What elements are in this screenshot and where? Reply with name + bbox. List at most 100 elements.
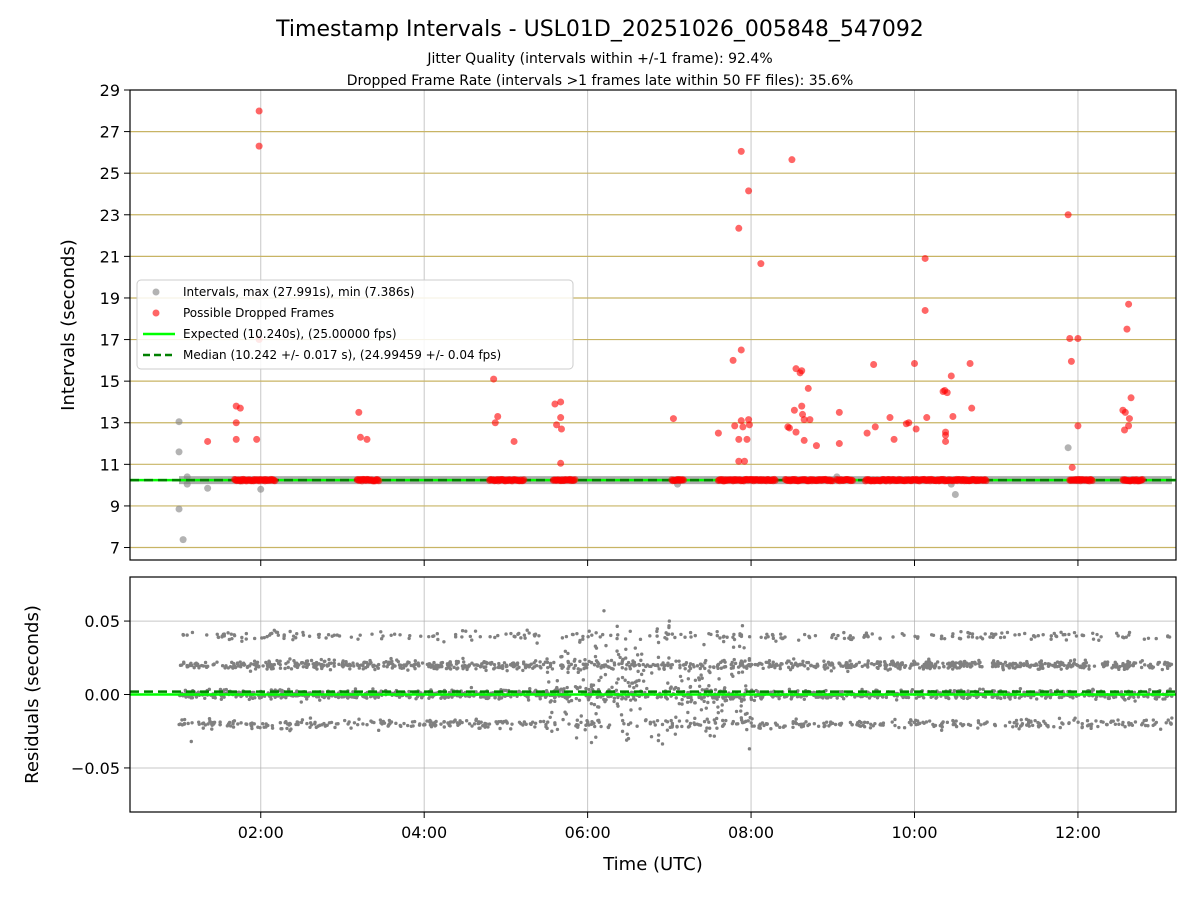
residual-point xyxy=(592,702,597,707)
residual-point xyxy=(1147,664,1151,669)
residual-point xyxy=(939,723,944,727)
residual-point xyxy=(1035,663,1039,667)
residual-point xyxy=(683,667,687,671)
residual-point xyxy=(465,667,469,672)
residual-point xyxy=(1001,664,1005,669)
dropped-frame-point xyxy=(792,428,800,436)
residual-point xyxy=(537,634,541,638)
residual-point xyxy=(952,661,957,666)
residual-point xyxy=(420,695,424,700)
residual-point xyxy=(866,661,870,666)
residual-point xyxy=(407,689,411,694)
residual-point xyxy=(685,719,689,723)
residual-point xyxy=(510,661,514,666)
residual-point xyxy=(850,723,854,727)
dropped-frame-point xyxy=(557,398,565,406)
residual-point xyxy=(291,637,295,642)
residual-point xyxy=(594,735,598,739)
residual-point xyxy=(527,631,531,635)
residual-point xyxy=(1088,722,1093,727)
residual-point xyxy=(572,659,577,663)
residual-point xyxy=(494,720,498,724)
residual-point xyxy=(731,719,735,724)
residual-point xyxy=(935,660,940,664)
intervals-x-ticks xyxy=(260,560,1079,566)
residual-point xyxy=(354,695,359,700)
residual-point xyxy=(743,659,747,663)
dropped-frame-point xyxy=(739,423,747,431)
residual-point xyxy=(616,633,620,637)
residual-point xyxy=(411,724,415,728)
residual-point xyxy=(351,661,355,665)
residual-point xyxy=(407,636,411,641)
residual-point xyxy=(533,721,538,726)
residual-point xyxy=(301,665,306,669)
residual-point xyxy=(786,665,791,670)
dropped-frame-point xyxy=(255,107,263,115)
residual-point xyxy=(538,660,542,664)
residual-point xyxy=(652,720,656,724)
residual-point xyxy=(594,631,598,635)
residual-point xyxy=(703,666,707,671)
residual-point xyxy=(178,722,182,726)
dropped-frame-point xyxy=(1068,463,1076,471)
residual-point xyxy=(365,664,370,668)
residual-point xyxy=(754,688,758,693)
residual-point xyxy=(789,697,793,701)
residual-point xyxy=(663,663,668,667)
dropped-frame-point xyxy=(835,440,843,448)
residual-point xyxy=(483,725,487,729)
residual-point xyxy=(477,726,481,730)
residual-point xyxy=(587,629,591,633)
residual-point xyxy=(745,727,749,732)
residual-point xyxy=(453,632,458,637)
residual-point xyxy=(897,725,901,730)
residual-point xyxy=(272,628,277,633)
residual-point xyxy=(368,658,372,663)
residual-point xyxy=(825,666,830,670)
residual-point xyxy=(553,721,557,725)
residual-point xyxy=(446,721,450,725)
residual-point xyxy=(227,637,232,642)
residual-point xyxy=(740,623,745,628)
residual-point xyxy=(879,723,883,727)
residual-point xyxy=(968,662,973,666)
residual-point xyxy=(712,734,717,738)
residual-point xyxy=(563,649,568,653)
residual-point xyxy=(1166,634,1170,638)
residual-point xyxy=(706,700,710,705)
intervals-panel: 7 9 11 13 15 17 19 21 23 25 27 29 Intervals (second… xyxy=(58,81,1177,566)
residual-point xyxy=(828,722,833,726)
residual-point xyxy=(349,635,354,639)
residual-point xyxy=(628,721,633,725)
residual-point xyxy=(429,725,434,729)
residual-point xyxy=(524,663,528,667)
residual-point xyxy=(222,688,226,692)
residual-point xyxy=(357,666,361,670)
dropped-frame-point xyxy=(551,400,559,408)
residual-point xyxy=(569,698,574,703)
residual-point xyxy=(692,721,696,725)
residuals-y-tick-label: 0.00 xyxy=(84,686,120,705)
residual-point xyxy=(467,722,472,726)
residual-point xyxy=(519,636,523,640)
residual-point xyxy=(746,719,750,723)
residual-point xyxy=(599,675,603,680)
residual-point xyxy=(544,689,549,693)
dropped-frame-point xyxy=(1088,477,1096,485)
residual-point xyxy=(577,698,582,702)
residual-point xyxy=(689,635,693,639)
residual-point xyxy=(705,726,709,730)
residual-point xyxy=(482,659,486,664)
residual-point xyxy=(289,727,293,731)
residual-point xyxy=(695,664,700,668)
residual-point xyxy=(534,663,539,668)
dropped-frame-point xyxy=(255,142,263,150)
residual-point xyxy=(698,666,702,671)
residual-point xyxy=(583,658,587,662)
residual-point xyxy=(474,667,478,671)
residual-point xyxy=(942,636,947,641)
dropped-frame-point xyxy=(510,437,518,445)
residual-point xyxy=(323,659,327,663)
